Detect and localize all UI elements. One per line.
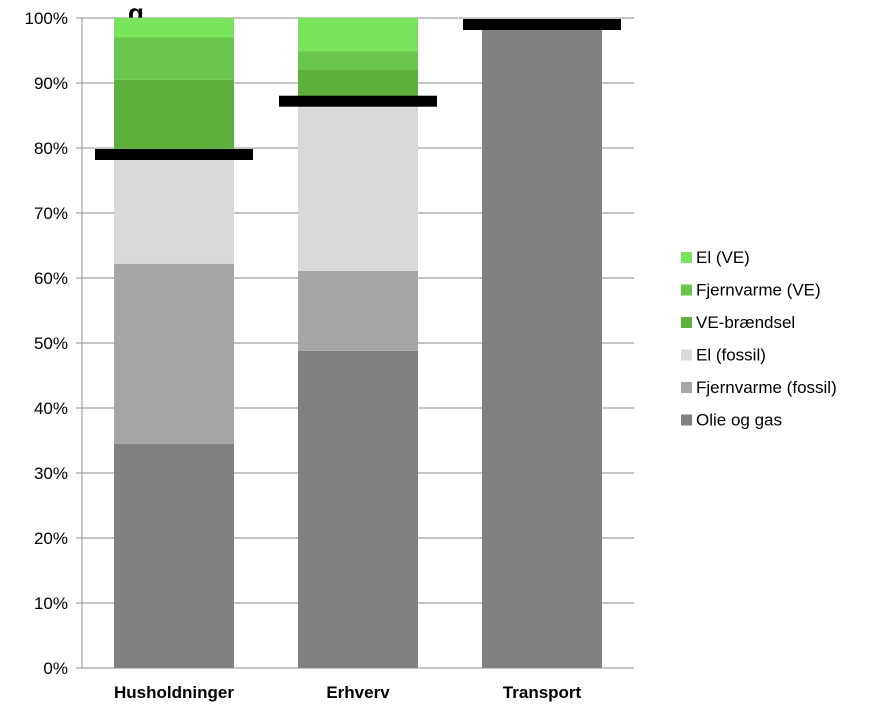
y-tick-label: 0% bbox=[43, 659, 68, 678]
bars-layer bbox=[114, 18, 602, 668]
legend-item: Fjernvarme (VE) bbox=[681, 281, 821, 300]
legend-swatch bbox=[681, 414, 692, 426]
legend-swatch bbox=[681, 382, 692, 393]
legend-label: VE-brændsel bbox=[696, 313, 795, 332]
y-tick-label: 50% bbox=[34, 334, 68, 353]
bar-segment bbox=[298, 101, 418, 271]
target-marker bbox=[279, 95, 437, 107]
bar-segment bbox=[114, 263, 234, 444]
target-marker bbox=[463, 19, 621, 30]
bar-segment bbox=[114, 79, 234, 157]
y-tick-label: 100% bbox=[25, 9, 68, 28]
bar-segment bbox=[482, 27, 602, 668]
legend-item: Fjernvarme (fossil) bbox=[681, 378, 837, 397]
legend-item: VE-brændsel bbox=[681, 313, 795, 332]
y-tick-label: 70% bbox=[34, 204, 68, 223]
y-tick-label: 40% bbox=[34, 399, 68, 418]
legend-item: El (VE) bbox=[681, 248, 750, 267]
y-tick-label: 10% bbox=[34, 594, 68, 613]
legend: El (VE) Fjernvarme (VE) VE-brændsel El (fos… bbox=[681, 248, 837, 430]
x-tick-label: Erhverv bbox=[326, 683, 390, 702]
legend-swatch bbox=[681, 349, 692, 361]
y-tick-label: 20% bbox=[34, 529, 68, 548]
y-tick-label: 30% bbox=[34, 464, 68, 483]
legend-label: Fjernvarme (fossil) bbox=[696, 378, 837, 397]
legend-item: Olie og gas bbox=[681, 411, 782, 430]
legend-item: El (fossil) bbox=[681, 346, 766, 365]
bar-segment bbox=[114, 18, 234, 38]
bar-segment bbox=[298, 350, 418, 668]
legend-swatch bbox=[681, 284, 692, 296]
bar-segment bbox=[298, 51, 418, 70]
legend-swatch bbox=[681, 317, 692, 328]
legend-label: Olie og gas bbox=[696, 411, 782, 430]
legend-label: El (fossil) bbox=[696, 346, 766, 365]
axis-layer: 0% 10% 20% 30% 40% 50% 60% 70% 80% 90% 100% Hushold… bbox=[25, 9, 634, 702]
target-markers-layer bbox=[95, 19, 621, 160]
bar-segment bbox=[298, 18, 418, 52]
target-marker bbox=[95, 149, 253, 160]
legend-label: Fjernvarme (VE) bbox=[696, 281, 821, 300]
bar-segment bbox=[114, 443, 234, 668]
bar-segment bbox=[298, 270, 418, 351]
bar-segment bbox=[114, 156, 234, 264]
y-tick-label: 60% bbox=[34, 269, 68, 288]
x-tick-label: Transport bbox=[503, 683, 582, 702]
legend-label: El (VE) bbox=[696, 248, 750, 267]
y-tick-label: 90% bbox=[34, 74, 68, 93]
x-tick-label: Husholdninger bbox=[114, 683, 234, 702]
legend-swatch bbox=[681, 252, 692, 263]
bar-segment bbox=[114, 37, 234, 80]
y-tick-label: 80% bbox=[34, 139, 68, 158]
